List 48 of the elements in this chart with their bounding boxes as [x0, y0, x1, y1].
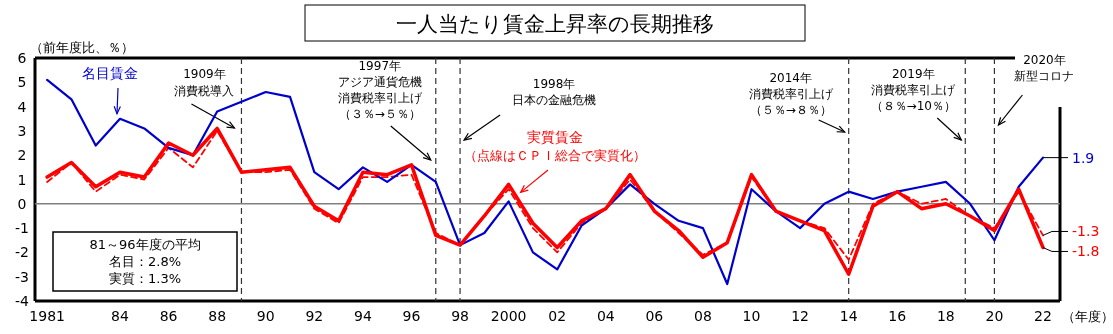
x-tick-label: 08 — [694, 308, 712, 324]
y-tick-label: -3 — [15, 268, 29, 285]
ref-line-label: 1997年アジア通貨危機消費税率引上げ（３％→５％） — [337, 59, 423, 121]
y-tick-label: -2 — [15, 244, 29, 261]
y-tick-label: 6 — [17, 50, 27, 66]
ref-line-label: 1909年消費税導入 — [174, 67, 235, 98]
ref-line-label: 2019年消費税率引上げ（８％→10％） — [870, 67, 957, 113]
x-tick-label: 90 — [256, 308, 275, 324]
x-tick-label: 1981 — [29, 308, 65, 324]
x-tick-label: 16 — [888, 308, 907, 324]
x-tick-label: 04 — [596, 308, 615, 324]
y-tick-label: 4 — [17, 98, 27, 115]
x-tick-label: 18 — [936, 308, 955, 324]
x-tick-label: 14 — [839, 308, 858, 324]
x-tick-label: 88 — [208, 308, 227, 324]
x-tick-label: 22 — [1034, 308, 1052, 324]
x-tick-label: 2000 — [490, 308, 527, 324]
x-tick-label: 92 — [305, 308, 324, 324]
ref-line-label: 2014年消費税率引上げ（５％→８％） — [748, 71, 834, 117]
x-tick-label: 84 — [111, 308, 130, 324]
x-tick-label: 94 — [353, 308, 372, 324]
annotation: 81～96年度の平均名目：2.8%実質：1.3% — [89, 237, 201, 286]
x-tick-label: 10 — [742, 308, 761, 324]
x-tick-label: 20 — [985, 308, 1004, 324]
data-label: 1.9 — [1072, 149, 1095, 166]
y-axis-title: （前年度比、％） — [30, 40, 134, 55]
x-tick-label: 06 — [645, 308, 664, 324]
ref-line-label: 1998年日本の金融危機 — [512, 77, 597, 107]
x-axis-title: （年度） — [1062, 309, 1113, 324]
y-tick-label: -4 — [15, 293, 30, 309]
x-tick-label: 02 — [548, 308, 567, 324]
x-tick-label: 12 — [791, 308, 810, 324]
ref-line-label: 2020年新型コロナ — [1014, 53, 1075, 83]
series-label: 名目賃金 — [82, 65, 138, 81]
y-tick-label: 2 — [17, 147, 27, 164]
y-tick-label: 0 — [17, 195, 27, 212]
x-tick-label: 96 — [402, 308, 421, 324]
annotation: （点線はＣＰＩ総合で実質化） — [464, 148, 646, 163]
chart-title: 一人当たり賃金上昇率の長期推移 — [396, 12, 714, 36]
text: 実質賃金 — [527, 129, 583, 145]
y-tick-label: 1 — [17, 171, 27, 188]
y-tick-label: -1 — [15, 220, 29, 237]
data-label: -1.3 — [1072, 223, 1100, 240]
x-tick-label: 86 — [159, 308, 178, 324]
y-tick-label: 3 — [17, 122, 27, 139]
x-tick-label: 98 — [451, 308, 469, 324]
data-label: -1.8 — [1072, 243, 1100, 260]
y-tick-label: 5 — [17, 74, 27, 91]
